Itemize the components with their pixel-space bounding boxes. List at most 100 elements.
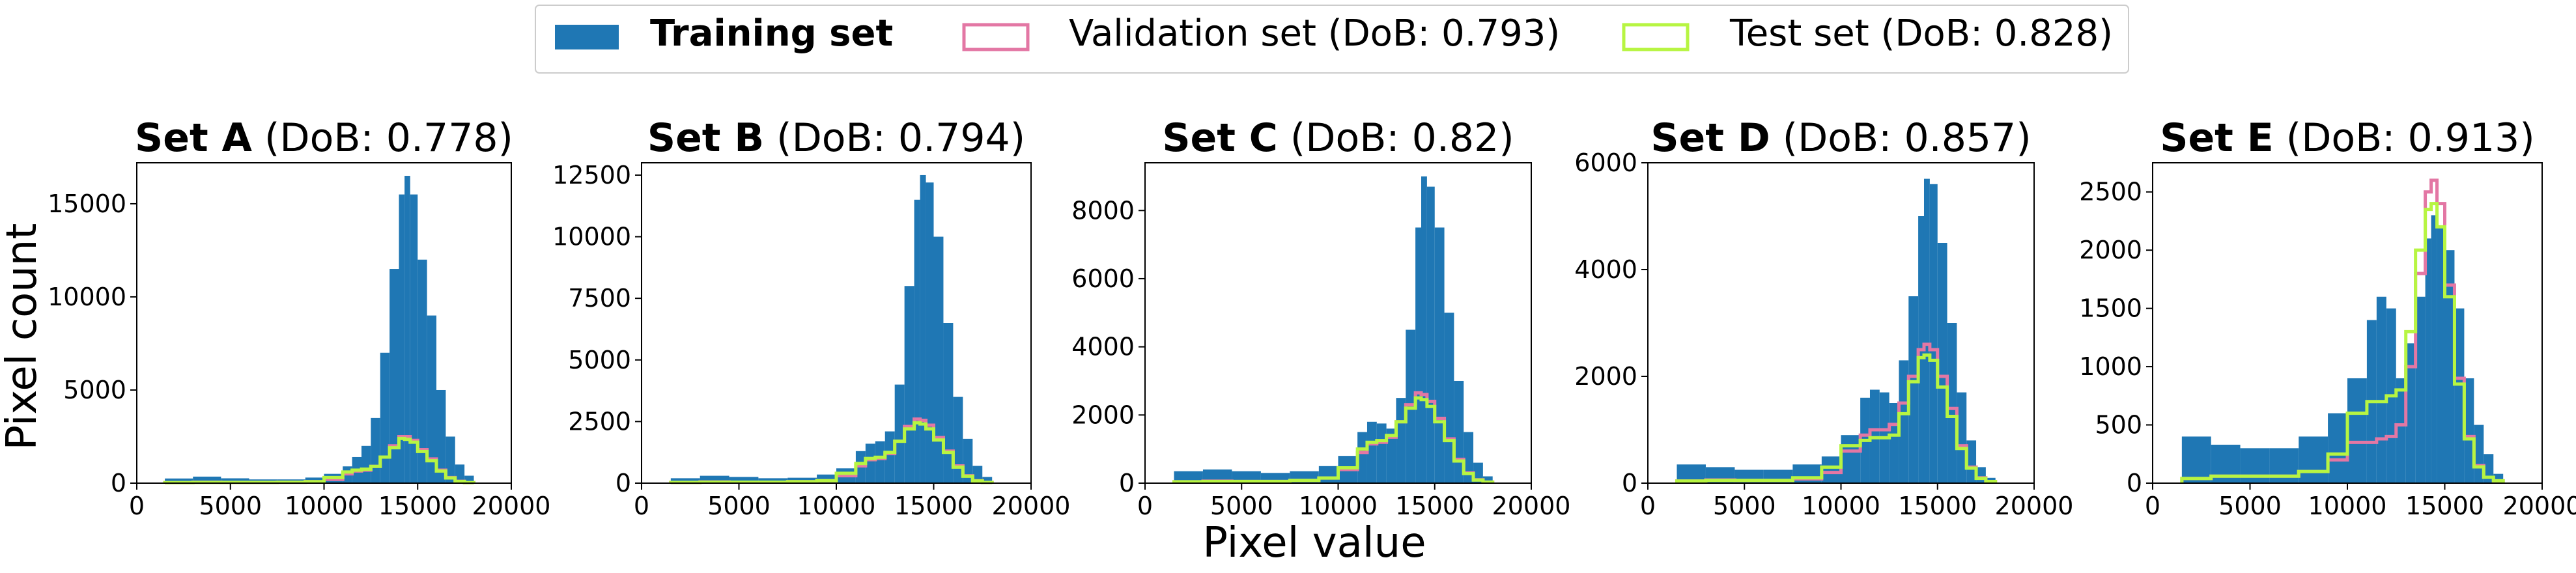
panel-title-bold: Set E (2160, 115, 2273, 161)
training-bar (371, 417, 380, 483)
training-bar (865, 443, 875, 483)
training-bar (953, 397, 963, 483)
y-tick-label: 1500 (2079, 294, 2142, 323)
x-tick-label: 0 (129, 492, 145, 520)
training-bar (1473, 462, 1483, 483)
training-bar (963, 438, 973, 483)
panel-2: Set C (DoB: 0.82) 0 5000 10000 15000 20000 0 20… (1071, 115, 1570, 520)
training-bar (2269, 448, 2299, 483)
panel-4: Set E (DoB: 0.913) 0 5000 10000 15000 20000 0 5… (2079, 115, 2576, 520)
training-bar (380, 352, 390, 483)
training-bar (1421, 176, 1427, 483)
x-tick-label: 10000 (2308, 492, 2387, 520)
x-tick-label: 20000 (2503, 492, 2576, 520)
panel-0: Set A (DoB: 0.778) 0 5000 10000 15000 20000 0 5… (48, 115, 550, 520)
y-tick-label: 2000 (2079, 236, 2142, 264)
x-tick-label: 10000 (797, 492, 876, 520)
training-bar (933, 236, 944, 483)
x-tick-label: 10000 (1802, 492, 1880, 520)
training-bar (1318, 466, 1338, 483)
training-bar (2437, 227, 2445, 483)
training-bar (427, 315, 436, 483)
y-tick-label: 10000 (48, 283, 126, 311)
y-tick-label: 500 (2095, 411, 2142, 440)
training-bar (1366, 421, 1377, 483)
y-tick-label: 2000 (1071, 400, 1135, 429)
training-bar (1434, 227, 1445, 483)
y-tick-label: 6000 (1574, 148, 1637, 177)
training-bar (1482, 476, 1493, 483)
x-tick-label: 5000 (2218, 492, 2282, 520)
x-tick-label: 10000 (1299, 492, 1378, 520)
training-bar (1937, 243, 1947, 483)
legend-swatch-test (1622, 23, 1690, 51)
training-bar (2347, 378, 2367, 483)
test-step-line (2180, 202, 2505, 483)
x-axis-label: Pixel value (1202, 519, 1426, 567)
y-tick-label: 10000 (552, 223, 631, 251)
training-bar (670, 478, 700, 483)
y-tick-label: 15000 (48, 189, 126, 218)
y-tick-label: 4000 (1574, 255, 1637, 284)
training-bar (729, 477, 759, 483)
training-bar (894, 384, 905, 483)
x-tick-label: 15000 (2405, 492, 2484, 520)
x-tick-label: 10000 (285, 492, 363, 520)
x-tick-label: 0 (1137, 492, 1153, 520)
training-bar (700, 475, 729, 483)
training-bar (2328, 413, 2347, 483)
training-bar (410, 194, 418, 483)
training-bar (399, 194, 405, 483)
training-bar (1947, 323, 1957, 483)
training-bar (2396, 378, 2406, 483)
training-bar (464, 475, 474, 483)
training-bar (904, 286, 914, 483)
training-bar (920, 175, 926, 483)
legend: Training set Validation set (DoB: 0.793)… (535, 5, 2129, 74)
training-bar (2474, 425, 2484, 483)
test-step-line (1172, 396, 1495, 484)
training-bar (2425, 238, 2431, 483)
panel-title: Set B (DoB: 0.794) (647, 115, 1025, 161)
panel-title-bold: Set D (1650, 115, 1770, 161)
x-tick-label: 5000 (1210, 492, 1273, 520)
training-bar (1899, 360, 1909, 483)
y-tick-label: 0 (111, 469, 126, 497)
panel-title-rest: (DoB: 0.794) (764, 115, 1025, 161)
training-bar (1406, 329, 1416, 483)
legend-swatch-training (555, 25, 619, 49)
y-tick-label: 2500 (568, 407, 631, 436)
y-tick-label: 7500 (568, 284, 631, 313)
training-bar (943, 323, 954, 483)
y-tick-label: 2500 (2079, 178, 2142, 206)
legend-label-test: Test set (DoB: 0.828) (1729, 12, 2113, 55)
test-step-line (163, 436, 475, 484)
panel-title-bold: Set B (647, 115, 764, 161)
y-tick-label: 4000 (1071, 333, 1135, 361)
y-tick-label: 8000 (1071, 196, 1135, 225)
panel-title-rest: (DoB: 0.778) (252, 115, 513, 161)
x-tick-label: 5000 (707, 492, 771, 520)
test-step-line (669, 421, 994, 484)
training-bar (1357, 432, 1367, 483)
y-tick-label: 5000 (63, 376, 126, 404)
training-bar (926, 182, 934, 483)
training-bar (2415, 296, 2426, 483)
training-bar (436, 389, 446, 483)
panels: Set A (DoB: 0.778)0 5000 10000 15000 2000005… (48, 115, 2576, 520)
training-bar (389, 269, 399, 483)
panel-1: Set B (DoB: 0.794) 0 5000 10000 15000 20000 0 2… (552, 115, 1070, 520)
x-tick-label: 0 (1640, 492, 1656, 520)
training-bar (1426, 186, 1435, 483)
training-bar (1957, 392, 1967, 483)
training-bar (1454, 380, 1464, 483)
y-tick-label: 0 (2127, 469, 2142, 497)
training-bar (1464, 432, 1474, 483)
training-bar (1966, 440, 1977, 483)
x-tick-label: 15000 (1395, 492, 1474, 520)
y-tick-label: 5000 (568, 346, 631, 374)
training-bar (2464, 378, 2474, 483)
y-tick-label: 0 (1622, 469, 1637, 497)
x-tick-label: 20000 (1995, 492, 2074, 520)
training-bar (2444, 250, 2455, 483)
